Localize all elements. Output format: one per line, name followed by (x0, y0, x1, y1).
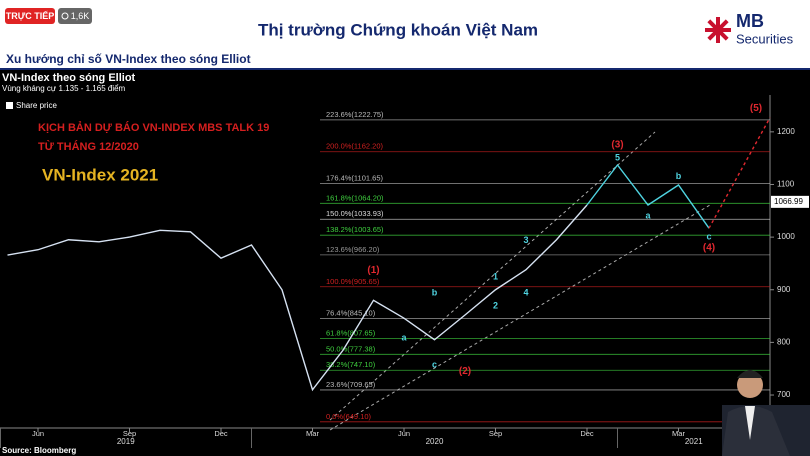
x-tick-label: Mar (672, 429, 685, 438)
wave-label: (3) (611, 140, 623, 151)
y-tick-label: 800 (777, 337, 791, 346)
fib-label: 138.2%(1003.65) (326, 225, 384, 234)
x-tick-label: Mar (306, 429, 319, 438)
x-tick-label: Dec (214, 429, 228, 438)
fib-label: 150.0%(1033.93) (326, 209, 384, 218)
broadcast-subtitle: Xu hướng chỉ số VN-Index theo sóng Ellio… (6, 52, 251, 66)
chart-subtitle: Vùng kháng cự 1.135 - 1.165 điểm (2, 84, 126, 93)
wave-label: b (676, 171, 682, 181)
viewer-badge (58, 8, 92, 24)
y-tick-label: 1100 (777, 180, 795, 189)
year-label: 2020 (426, 437, 444, 446)
x-tick-label: Jun (398, 429, 410, 438)
y-tick-label: 1000 (777, 232, 795, 241)
chart-bg (0, 70, 810, 456)
fib-label: 123.6%(966.20) (326, 245, 380, 254)
year-label: 2021 (685, 437, 703, 446)
fib-label: 200.0%(1162.20) (326, 142, 383, 151)
last-price: 1066.99 (774, 197, 803, 206)
eye-icon (61, 12, 69, 20)
note: KỊCH BẢN DỰ BÁO VN-INDEX MBS TALK 19 (38, 121, 269, 134)
x-tick-label: Jun (32, 429, 44, 438)
x-tick-label: Dec (580, 429, 594, 438)
forecast-line (586, 163, 710, 229)
broadcast-title: Thị trường Chứng khoán Việt Nam (258, 20, 538, 39)
wave-label: 3 (523, 235, 528, 245)
fib-label: 50.0%(777.38) (326, 344, 376, 353)
logo-text: MB (736, 11, 764, 31)
channel-line (329, 204, 711, 431)
fib-label: 223.6%(1222.75) (326, 110, 384, 119)
note: TỪ THÁNG 12/2020 (38, 140, 139, 153)
fib-label: 100.0%(905.65) (326, 277, 380, 286)
live-text: TRỰC TIẾP (6, 11, 54, 21)
fib-label: 61.8%(807.65) (326, 328, 376, 337)
fib-label: 161.8%(1064.20) (326, 193, 384, 202)
legend-swatch (6, 102, 13, 109)
wave-label: (1) (367, 265, 379, 276)
plot: 223.6%(1222.75) 200.0%(1162.20) 176.4%(110… (0, 103, 809, 448)
wave-label: 2 (493, 300, 498, 310)
chart-title: VN-Index theo sóng Elliot (2, 72, 136, 84)
logo-sub: Securities (736, 31, 794, 46)
legend-label: Share price (16, 101, 57, 110)
year-label: 2019 (117, 437, 135, 446)
headline: VN-Index 2021 (42, 165, 158, 184)
source: Source: Bloomberg (2, 446, 76, 455)
wave-label: 1 (493, 271, 498, 281)
fib-label: 38.2%(747.10) (326, 360, 376, 369)
fib-label: 176.4%(1101.65) (326, 174, 383, 183)
wave-label: (2) (459, 366, 471, 377)
fib-label: 23.6%(709.65) (326, 380, 376, 389)
wave-label: a (645, 210, 651, 220)
fib-label: 76.4%(845.10) (326, 309, 376, 318)
y-tick-label: 700 (777, 390, 791, 399)
price-line (7, 204, 588, 392)
x-tick-label: Sep (489, 429, 502, 438)
wave-label: 4 (523, 287, 528, 297)
viewer-count: 1,6K (71, 11, 90, 21)
y-tick-label: 1200 (777, 127, 795, 136)
presenter (722, 370, 810, 456)
wave-label: a (401, 333, 407, 343)
y-tick-label: 900 (777, 285, 791, 294)
wave-label: (5) (750, 103, 762, 114)
header-bg (0, 0, 810, 70)
live-badge (5, 8, 55, 24)
wave-label: 5 (615, 153, 620, 163)
channel-line (329, 131, 656, 421)
last-price-tag (771, 195, 809, 208)
fib-label: 0.0%(649.10) (326, 412, 372, 421)
wave-label: c (706, 231, 711, 241)
wave-label: (4) (703, 242, 715, 253)
mb-logo: MB Securities (705, 11, 794, 46)
wave-label: c (432, 359, 437, 369)
x-tick-label: Sep (123, 429, 136, 438)
wave-label: b (432, 287, 438, 297)
